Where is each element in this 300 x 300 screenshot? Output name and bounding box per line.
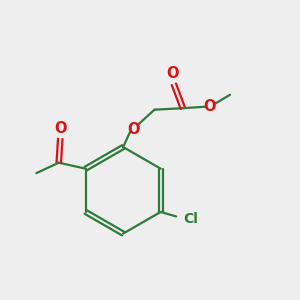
Text: O: O [203,99,216,114]
Text: O: O [127,122,140,136]
Text: Cl: Cl [183,212,198,226]
Text: O: O [54,121,67,136]
Text: O: O [166,66,178,81]
